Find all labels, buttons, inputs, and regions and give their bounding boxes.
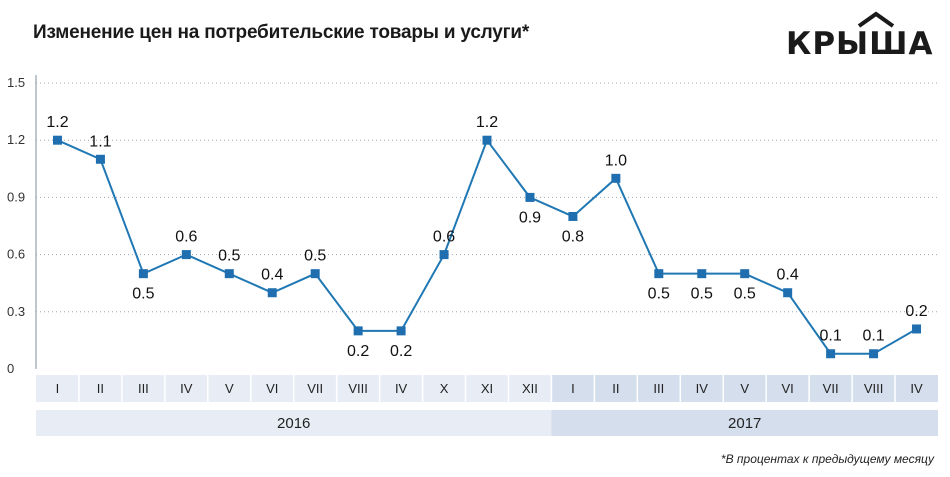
data-point [697, 269, 707, 279]
data-point [138, 269, 148, 279]
data-point [224, 269, 234, 279]
data-point [267, 288, 277, 298]
data-label: 0.2 [347, 343, 369, 360]
data-point [396, 326, 406, 336]
series-line [57, 138, 918, 355]
data-label: 0.5 [218, 248, 240, 265]
x-tick-label: VII [307, 381, 323, 396]
roof-icon [857, 11, 895, 28]
x-tick-label: VI [782, 381, 794, 396]
data-label: 0.1 [819, 328, 841, 345]
data-label: 1.2 [476, 114, 498, 131]
x-tick-label: II [612, 381, 619, 396]
chart-title: Изменение цен на потребительские товары … [33, 22, 530, 43]
data-point [482, 135, 492, 145]
x-tick-label: IV [910, 381, 923, 396]
x-tick-label: III [138, 381, 149, 396]
data-label: 0.5 [734, 286, 756, 303]
data-label: 1.0 [605, 152, 627, 169]
x-tick-label: I [571, 381, 575, 396]
data-label: 0.6 [175, 229, 197, 246]
y-tick-label: 0.9 [7, 189, 25, 204]
x-tick-label: V [225, 381, 234, 396]
data-point [310, 269, 320, 279]
data-point [783, 288, 793, 298]
data-label: 0.6 [433, 229, 455, 246]
x-tick-label: IV [696, 381, 709, 396]
year-band [551, 410, 938, 436]
y-tick-label: 1.2 [7, 132, 25, 147]
x-tick-label: I [56, 381, 60, 396]
data-point [52, 135, 62, 145]
data-label: 1.1 [89, 133, 111, 150]
x-tick-label: XI [481, 381, 493, 396]
logo-text: КРЫША [786, 26, 934, 62]
year-label: 2016 [277, 415, 310, 432]
year-label: 2017 [728, 415, 761, 432]
data-point [525, 192, 535, 202]
data-point [181, 250, 191, 260]
data-point [654, 269, 664, 279]
footnote: *В процентах к предыдущему месяцу [720, 452, 934, 466]
x-tick-label: VI [266, 381, 278, 396]
x-tick-label: VII [823, 381, 839, 396]
data-point [611, 173, 621, 183]
data-label: 0.2 [905, 303, 927, 320]
x-tick-label: II [97, 381, 104, 396]
data-label: 0.5 [691, 286, 713, 303]
x-tick-label: VIII [348, 381, 368, 396]
data-label: 0.9 [519, 209, 541, 226]
data-point [869, 349, 879, 359]
data-point [568, 211, 578, 221]
x-tick-label: IV [180, 381, 193, 396]
data-label: 0.1 [862, 328, 884, 345]
data-label: 0.4 [261, 267, 283, 284]
data-label: 0.5 [648, 286, 670, 303]
data-point [740, 269, 750, 279]
data-point [826, 349, 836, 359]
data-point [353, 326, 363, 336]
y-tick-label: 0.3 [7, 304, 25, 319]
x-tick-label: X [440, 381, 449, 396]
x-tick-label: III [653, 381, 664, 396]
x-tick-label: IV [395, 381, 408, 396]
data-label: 0.2 [390, 343, 412, 360]
data-label: 0.5 [304, 248, 326, 265]
data-label: 0.5 [132, 286, 154, 303]
kryisha-logo: КРЫША [786, 10, 932, 62]
data-point [95, 154, 105, 164]
data-label: 0.4 [777, 267, 799, 284]
data-label: 1.2 [46, 114, 68, 131]
data-label: 0.8 [562, 228, 584, 245]
data-point [912, 324, 922, 334]
x-tick-label: V [740, 381, 749, 396]
month-band [551, 375, 938, 402]
y-tick-label: 1.5 [7, 75, 25, 90]
y-tick-label: 0.6 [7, 247, 25, 262]
year-band [36, 410, 552, 436]
x-tick-label: VIII [864, 381, 884, 396]
x-tick-label: XII [522, 381, 538, 396]
y-tick-label: 0 [7, 361, 14, 376]
data-point [439, 250, 449, 260]
